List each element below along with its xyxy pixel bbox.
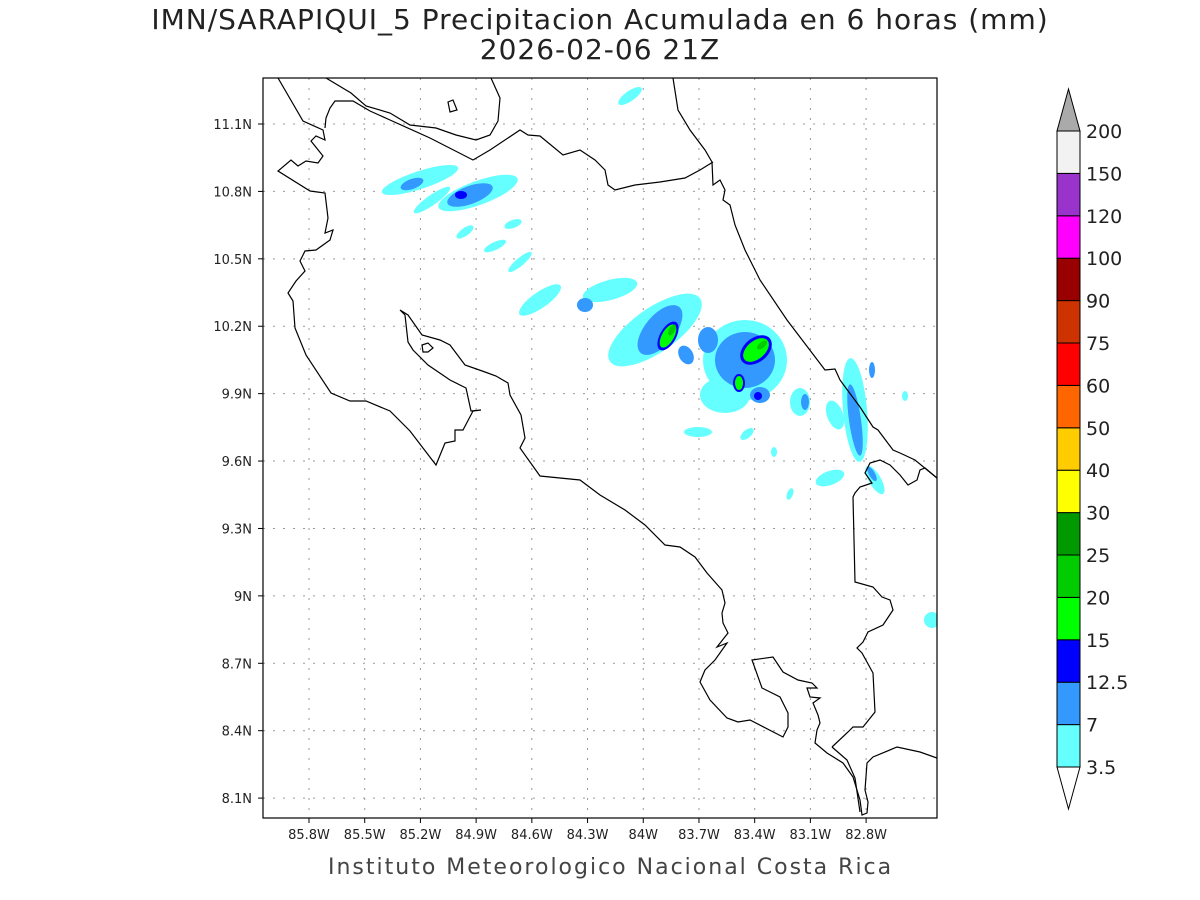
colorbar-swatch xyxy=(1056,596,1081,641)
nicaragua-border xyxy=(324,100,714,191)
lake-island xyxy=(447,99,458,113)
colorbar-over-triangle xyxy=(1056,87,1081,132)
colorbar: 3.5 7 12.5 15 20 25 30 40 50 60 75 90 100 120 150 200 xyxy=(1056,87,1128,811)
colorbar-swatch xyxy=(1056,639,1081,683)
lon-tick-label: 85.2W xyxy=(400,828,442,843)
colorbar-label: 75 xyxy=(1086,333,1110,355)
colorbar-swatch xyxy=(1056,215,1081,259)
graticule xyxy=(263,78,937,818)
lat-tick-label: 10.5N xyxy=(213,253,252,268)
footer-credit: Instituto Meteorologico Nacional Costa R… xyxy=(328,855,894,880)
colorbar-swatch xyxy=(1056,427,1081,471)
colorbar-label: 120 xyxy=(1086,206,1122,228)
nicoya-island xyxy=(421,342,434,353)
lon-tick-label: 83.1W xyxy=(789,828,831,843)
lake-nicaragua xyxy=(325,78,501,141)
lat-tick-label: 9.3N xyxy=(222,522,252,537)
coastlines xyxy=(276,78,937,816)
colorbar-label: 20 xyxy=(1086,587,1110,609)
lon-tick-label: 84.6W xyxy=(511,828,553,843)
colorbar-label: 100 xyxy=(1086,248,1122,270)
colorbar-label: 50 xyxy=(1086,418,1110,440)
precip-20-25 xyxy=(668,324,767,350)
lat-tick-label: 11.1N xyxy=(213,118,252,133)
colorbar-label: 7 xyxy=(1086,715,1098,737)
lon-tick-label: 84W xyxy=(629,828,659,843)
precip-3p5-7 xyxy=(381,86,937,628)
lat-tick-label: 9.6N xyxy=(222,455,252,470)
colorbar-swatch xyxy=(1056,554,1081,598)
colorbar-label: 30 xyxy=(1086,503,1110,525)
colorbar-label: 40 xyxy=(1086,460,1110,482)
map-frame xyxy=(262,77,938,819)
peninsula-tip xyxy=(831,746,861,813)
colorbar-swatch xyxy=(1056,300,1081,344)
lon-tick-label: 85.8W xyxy=(288,828,330,843)
colorbar-swatch xyxy=(1056,172,1081,217)
lon-tick-label: 83.4W xyxy=(734,828,776,843)
lat-tick-label: 9N xyxy=(234,590,252,605)
colorbar-swatch xyxy=(1056,257,1081,302)
colorbar-label: 12.5 xyxy=(1086,672,1128,694)
lon-tick-label: 84.9W xyxy=(455,828,497,843)
axis-ticks: 85.8W 85.5W 85.2W 84.9W 84.6W 84.3W 84W 83.7W 83… xyxy=(213,118,887,843)
colorbar-label: 200 xyxy=(1086,121,1122,143)
lat-tick-label: 9.9N xyxy=(222,388,252,403)
map-title: IMN/SARAPIQUI_5 Precipitacion Acumulada … xyxy=(151,3,1049,36)
colorbar-swatch xyxy=(1056,681,1081,726)
colorbar-label: 60 xyxy=(1086,375,1110,397)
lon-tick-label: 83.7W xyxy=(678,828,720,843)
precip-field xyxy=(381,86,937,628)
colorbar-label: 90 xyxy=(1086,291,1110,313)
lon-tick-label: 82.8W xyxy=(845,828,887,843)
lat-tick-label: 10.2N xyxy=(213,320,252,335)
map-valid-time: 2026-02-06 21Z xyxy=(479,33,721,66)
lat-tick-label: 8.4N xyxy=(222,725,252,740)
colorbar-swatch xyxy=(1056,384,1081,429)
colorbar-label: 3.5 xyxy=(1086,757,1116,779)
lat-tick-label: 8.1N xyxy=(222,792,252,807)
colorbar-label: 15 xyxy=(1086,630,1110,652)
lon-tick-label: 84.3W xyxy=(567,828,609,843)
lon-tick-label: 85.5W xyxy=(344,828,386,843)
panama-border xyxy=(831,459,937,748)
lat-tick-label: 10.8N xyxy=(213,185,252,200)
colorbar-under-triangle xyxy=(1056,766,1081,811)
colorbar-label: 25 xyxy=(1086,545,1110,567)
lat-tick-label: 8.7N xyxy=(222,657,252,672)
colorbar-swatch xyxy=(1056,342,1081,386)
caribbean-coast xyxy=(672,78,937,479)
colorbar-swatch xyxy=(1056,512,1081,556)
colorbar-swatch xyxy=(1056,469,1081,514)
colorbar-swatch xyxy=(1056,130,1081,174)
pacific-coast xyxy=(276,78,937,816)
colorbar-swatch xyxy=(1056,724,1081,768)
colorbar-label: 150 xyxy=(1086,163,1122,185)
